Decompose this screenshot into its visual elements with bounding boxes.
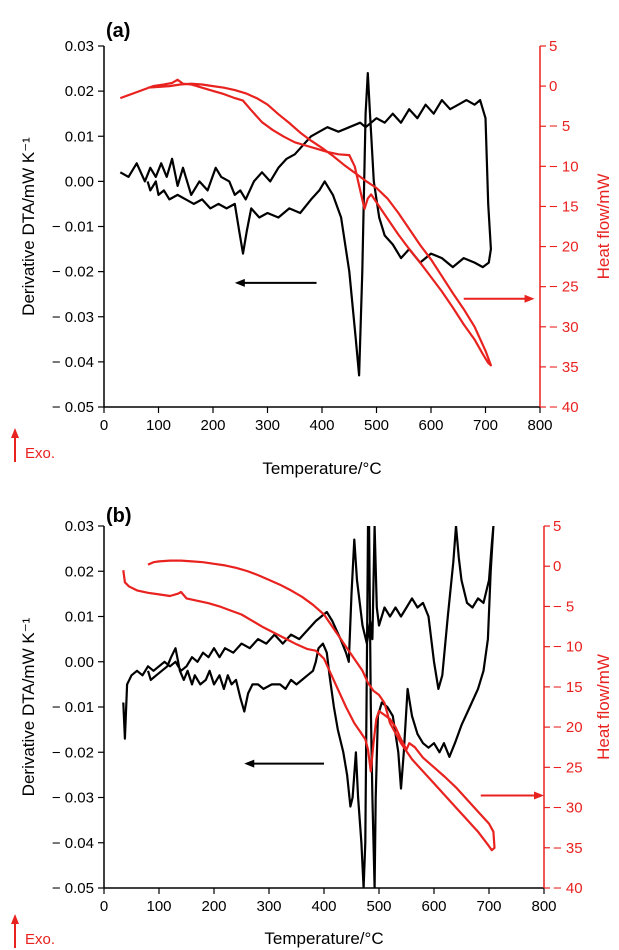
y-right-tick-label: 0 <box>549 78 557 95</box>
y-left-tick-label: − 0.04 <box>52 354 94 371</box>
y-right-tick-label: − 40 <box>549 399 579 416</box>
x-tick-label: 200 <box>201 898 226 915</box>
y-left-tick-label: 0.02 <box>65 83 94 100</box>
y-left-tick-label: − 0.01 <box>52 699 94 716</box>
y-right-tick-label: − 5 <box>549 118 570 135</box>
y-right-tick-label: − 25 <box>549 279 579 296</box>
y-left-tick-label: − 0.03 <box>52 790 94 807</box>
y-left-tick-label: 0.00 <box>65 654 94 671</box>
y-left-axis-label: Derivative DTA/mW K⁻¹ <box>19 137 38 316</box>
arrow-head-icon <box>534 791 544 800</box>
chart-panel-b: (b) 0 100 200 300 400 500 600 700 800 0.03 0.02 0.01… <box>11 505 613 948</box>
y-left-tick-label: − 0.05 <box>52 880 94 897</box>
y-right-tick-label: − 35 <box>549 359 579 376</box>
y-right-tick-label: − 40 <box>553 880 583 897</box>
y-right-tick-label: − 5 <box>553 598 574 615</box>
y-right-axis-label: Heat flow/mW <box>594 654 613 760</box>
x-tick-label: 0 <box>100 898 108 915</box>
y-right-tick-label: − 20 <box>553 719 583 736</box>
x-tick-label: 400 <box>311 898 336 915</box>
heat-flow-line <box>122 559 496 852</box>
heat-flow-line <box>119 78 492 367</box>
y-left-tick-label: 0.03 <box>65 518 94 535</box>
x-tick-label: 100 <box>146 417 171 434</box>
panel-label: (a) <box>106 20 130 42</box>
y-left-tick-label: 0.03 <box>65 38 94 55</box>
y-left-tick-label: 0.01 <box>65 609 94 626</box>
y-left-tick-label: 0.02 <box>65 563 94 580</box>
y-right-tick-label: − 25 <box>553 759 583 776</box>
x-axis-label: Temperature/°C <box>262 459 381 478</box>
x-tick-label: 500 <box>366 898 391 915</box>
y-right-tick-label: − 35 <box>553 840 583 857</box>
y-right-tick-label: − 30 <box>549 319 579 336</box>
y-left-tick-label: − 0.02 <box>52 744 94 761</box>
y-right-axis-label: Heat flow/mW <box>594 174 613 280</box>
y-right-tick-label: − 30 <box>553 800 583 817</box>
y-right-tick-label: − 20 <box>549 239 579 256</box>
x-tick-label: 700 <box>476 898 501 915</box>
y-right-tick-label: 5 <box>553 518 561 535</box>
y-left-axis-label: Derivative DTA/mW K⁻¹ <box>19 617 38 796</box>
arrow-head-icon <box>244 759 255 768</box>
arrow-head-icon <box>234 278 245 287</box>
y-left-tick-label: 0.01 <box>65 128 94 145</box>
x-tick-label: 600 <box>421 898 446 915</box>
y-right-tick-label: − 15 <box>553 679 583 696</box>
y-left-tick-label: − 0.01 <box>52 219 94 236</box>
x-tick-label: 600 <box>418 417 443 434</box>
y-right-tick-label: 5 <box>549 38 557 55</box>
y-left-tick-label: − 0.03 <box>52 309 94 326</box>
x-tick-label: 0 <box>100 417 108 434</box>
y-left-tick-label: − 0.05 <box>52 399 94 416</box>
y-left-tick-label: − 0.04 <box>52 835 94 852</box>
y-left-tick-label: − 0.02 <box>52 264 94 281</box>
x-axis-label: Temperature/°C <box>264 929 383 948</box>
x-tick-label: 800 <box>531 898 556 915</box>
x-tick-label: 700 <box>473 417 498 434</box>
x-tick-label: 300 <box>255 417 280 434</box>
y-right-tick-label: 0 <box>553 558 561 575</box>
exo-label: Exo. <box>25 931 55 948</box>
x-tick-label: 800 <box>527 417 552 434</box>
x-tick-label: 200 <box>200 417 225 434</box>
x-tick-label: 500 <box>364 417 389 434</box>
arrow-head-icon <box>524 294 535 303</box>
x-tick-label: 300 <box>256 898 281 915</box>
chart-panel-a: (a) 0 100 200 300 400 500 600 700 800 0.03 0.02 0.01… <box>11 20 613 478</box>
x-tick-label: 100 <box>146 898 171 915</box>
y-right-tick-label: − 10 <box>549 158 579 175</box>
y-left-tick-label: 0.00 <box>65 173 94 190</box>
x-tick-label: 400 <box>309 417 334 434</box>
exo-arrow-icon <box>11 914 19 924</box>
derivative-dta-line <box>122 526 495 888</box>
y-right-tick-label: − 15 <box>549 198 579 215</box>
derivative-dta-line <box>119 72 492 377</box>
exo-label: Exo. <box>25 445 55 462</box>
panel-label: (b) <box>106 505 132 527</box>
y-right-tick-label: − 10 <box>553 639 583 656</box>
exo-arrow-icon <box>11 428 19 438</box>
